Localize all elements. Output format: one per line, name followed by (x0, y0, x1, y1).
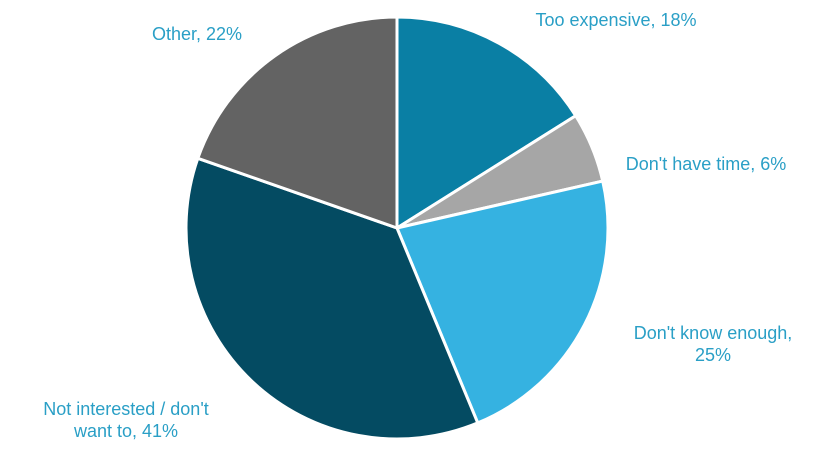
pie-labels: Too expensive, 18% Don't have time, 6% Don… (43, 10, 792, 441)
pie-label-line: Other, 22% (152, 24, 242, 44)
pie-slice-too-expensive (395, 15, 578, 230)
pie-label-line: 25% (695, 345, 731, 365)
pie-slice-other (196, 15, 399, 230)
pie-slice-don-t-know-enough (395, 179, 610, 425)
pie-label-don-t-have-time: Don't have time, 6% (626, 154, 787, 174)
pie-label-line: want to, 41% (73, 421, 178, 441)
pie-label-too-expensive: Too expensive, 18% (535, 10, 696, 30)
pie-slices (184, 15, 610, 441)
pie-label-line: Don't know enough, (634, 323, 793, 343)
pie-label-line: Too expensive, 18% (535, 10, 696, 30)
pie-label-other: Other, 22% (152, 24, 242, 44)
pie-slice-not-interested-don-t-want-to (184, 156, 480, 441)
pie-label-don-t-know-enough: Don't know enough, 25% (634, 323, 793, 365)
pie-label-not-interested-don-t-want-to: Not interested / don't want to, 41% (43, 399, 209, 441)
pie-label-line: Don't have time, 6% (626, 154, 787, 174)
pie-label-line: Not interested / don't (43, 399, 209, 419)
